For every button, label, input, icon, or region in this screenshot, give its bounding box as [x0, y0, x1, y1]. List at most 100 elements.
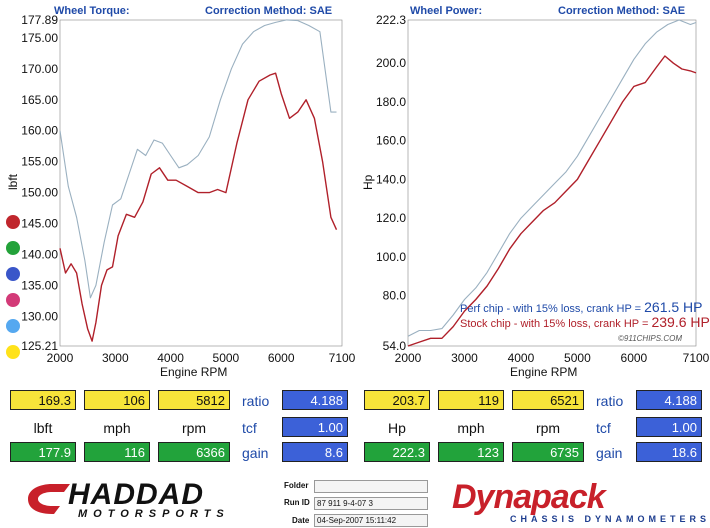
- run-id-label: Run ID: [284, 498, 310, 507]
- right-ratio-value: 4.188: [636, 390, 702, 410]
- right-max-hp: 222.3: [364, 442, 430, 462]
- right-max-rpm: 6735: [512, 442, 584, 462]
- power-series-stock-line: [407, 55, 697, 347]
- left-tcf-value: 1.00: [282, 417, 348, 437]
- torque-y-tick-6: 150.00: [21, 186, 58, 200]
- left-peak-rpm: 5812: [158, 390, 230, 410]
- power-x-tick-1: 3000: [451, 351, 478, 365]
- left-gain-value: 8.6: [282, 442, 348, 462]
- power-series-perf-line: [407, 19, 697, 337]
- torque-x-tick-3: 5000: [213, 351, 240, 365]
- power-x-tick-2: 4000: [508, 351, 535, 365]
- right-ratio-label: ratio: [596, 393, 624, 409]
- power-y-tick-3: 160.0: [376, 134, 406, 148]
- date-label: Date: [292, 516, 310, 525]
- power-x-axis-label: Engine RPM: [510, 365, 577, 379]
- torque-y-tick-11: 125.21: [21, 339, 58, 353]
- torque-x-tick-2: 4000: [157, 351, 184, 365]
- right-gain-value: 18.6: [636, 442, 702, 462]
- left-gain-label: gain: [242, 445, 269, 461]
- legend-dot-0: [6, 215, 20, 229]
- right-unit-mph: mph: [457, 420, 485, 436]
- torque-x-tick-4: 6000: [268, 351, 295, 365]
- left-unit-lbft: lbft: [33, 420, 53, 436]
- power-plot-area: [407, 19, 697, 347]
- date-field: 04-Sep-2007 15:11:42: [314, 514, 428, 527]
- torque-y-tick-0: 177.89: [21, 13, 58, 27]
- torque-x-tick-5: 7100: [329, 351, 356, 365]
- torque-y-tick-2: 170.00: [21, 62, 58, 76]
- chassis-dynamometers-text: CHASSIS DYNAMOMETERS: [510, 514, 710, 524]
- torque-x-tick-0: 2000: [47, 351, 74, 365]
- left-peak-lbft: 169.3: [10, 390, 76, 410]
- haddad-logo-icon: [28, 484, 70, 514]
- legend-dot-3: [6, 293, 20, 307]
- watermark: ©911CHIPS.COM: [618, 334, 682, 343]
- left-max-mph: 116: [84, 442, 150, 462]
- torque-y-tick-10: 130.00: [21, 309, 58, 323]
- legend-dot-5: [6, 345, 20, 359]
- left-max-lbft: 177.9: [10, 442, 76, 462]
- legend-dot-4: [6, 319, 20, 333]
- perf-annotation-text: Perf chip - with 15% loss, crank HP =: [460, 303, 644, 315]
- right-tcf-label: tcf: [596, 420, 611, 436]
- run-id-field: 87 911 9-4-07 3: [314, 497, 428, 510]
- left-ratio-value: 4.188: [282, 390, 348, 410]
- perf-annotation: Perf chip - with 15% loss, crank HP = 26…: [460, 299, 703, 315]
- torque-title: Wheel Torque:: [54, 5, 130, 17]
- torque-y-tick-4: 160.00: [21, 124, 58, 138]
- haddad-wordmark: HADDAD: [68, 478, 204, 511]
- right-unit-hp: Hp: [388, 420, 406, 436]
- right-peak-rpm: 6521: [512, 390, 584, 410]
- power-y-tick-7: 80.0: [383, 289, 407, 303]
- perf-annotation-value: 261.5 HP: [644, 299, 702, 315]
- right-tcf-value: 1.00: [636, 417, 702, 437]
- power-y-tick-0: 222.3: [376, 13, 406, 27]
- power-y-tick-5: 120.0: [376, 211, 406, 225]
- torque-y-axis-label: lbft: [6, 173, 20, 190]
- power-correction-method: Correction Method: SAE: [558, 5, 685, 17]
- power-title: Wheel Power:: [410, 5, 482, 17]
- right-peak-mph: 119: [438, 390, 504, 410]
- legend-dot-2: [6, 267, 20, 281]
- right-unit-rpm: rpm: [535, 420, 561, 436]
- folder-field: [314, 480, 428, 493]
- left-unit-rpm: rpm: [181, 420, 207, 436]
- torque-y-tick-7: 145.00: [21, 217, 58, 231]
- torque-y-tick-1: 175.00: [21, 31, 58, 45]
- dynapack-logo: Dynapack: [452, 478, 606, 516]
- power-y-tick-4: 140.0: [376, 172, 406, 186]
- power-y-tick-8: 54.0: [383, 339, 407, 353]
- torque-x-axis-label: Engine RPM: [160, 365, 227, 379]
- torque-y-tick-3: 165.00: [21, 93, 58, 107]
- left-ratio-label: ratio: [242, 393, 270, 409]
- left-peak-mph: 106: [84, 390, 150, 410]
- torque-series-stock-line: [59, 72, 338, 342]
- left-max-rpm: 6366: [158, 442, 230, 462]
- power-x-tick-0: 2000: [395, 351, 422, 365]
- legend-dot-1: [6, 241, 20, 255]
- power-y-tick-2: 180.0: [376, 95, 406, 109]
- torque-plot-area: [59, 19, 343, 347]
- torque-x-tick-1: 3000: [102, 351, 129, 365]
- right-max-mph: 123: [438, 442, 504, 462]
- stock-annotation-text: Stock chip - with 15% loss, crank HP =: [460, 318, 651, 330]
- left-unit-mph: mph: [103, 420, 131, 436]
- power-y-tick-1: 200.0: [376, 56, 406, 70]
- right-gain-label: gain: [596, 445, 623, 461]
- torque-y-tick-5: 155.00: [21, 155, 58, 169]
- power-y-tick-6: 100.0: [376, 250, 406, 264]
- power-y-axis-label: Hp: [361, 174, 375, 190]
- torque-y-tick-8: 140.00: [21, 247, 58, 261]
- stock-annotation: Stock chip - with 15% loss, crank HP = 2…: [460, 314, 710, 330]
- power-x-tick-3: 5000: [564, 351, 591, 365]
- torque-series-perf-line: [59, 19, 337, 299]
- stock-annotation-value: 239.6 HP: [651, 314, 709, 330]
- power-x-tick-4: 6000: [621, 351, 648, 365]
- power-x-tick-5: 7100: [683, 351, 710, 365]
- torque-correction-method: Correction Method: SAE: [205, 5, 332, 17]
- left-tcf-label: tcf: [242, 420, 257, 436]
- torque-y-tick-9: 135.00: [21, 278, 58, 292]
- right-peak-hp: 203.7: [364, 390, 430, 410]
